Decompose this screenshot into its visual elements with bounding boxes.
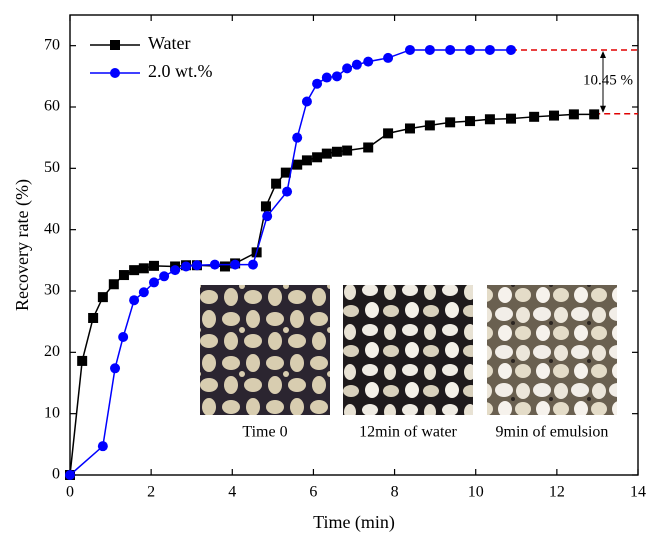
data-point — [170, 265, 181, 276]
y-axis-label: Recovery rate (%) — [12, 179, 33, 311]
data-point — [312, 152, 323, 163]
arrow-head — [600, 50, 606, 58]
data-point — [148, 277, 159, 288]
x-tick-label: 6 — [309, 484, 317, 501]
y-tick-label: 30 — [44, 282, 60, 299]
inset-caption: Time 0 — [242, 424, 287, 441]
insets: Time 0 12min of water 9min of emulsion — [200, 285, 617, 441]
y-tick-label: 0 — [52, 466, 60, 483]
data-point — [159, 271, 170, 282]
data-point — [129, 265, 140, 276]
data-point — [445, 117, 456, 128]
annotation: 10.45 % — [583, 72, 633, 88]
data-point — [321, 72, 332, 83]
data-point — [262, 211, 273, 222]
legend-label: Water — [148, 33, 191, 53]
inset-image — [200, 285, 330, 415]
legend-marker — [110, 68, 120, 78]
data-point — [363, 142, 374, 153]
x-axis-label: Time (min) — [313, 512, 395, 533]
data-point — [342, 145, 353, 156]
data-point — [292, 159, 303, 170]
data-point — [568, 109, 579, 120]
data-point — [148, 260, 159, 271]
x-tick-label: 10 — [468, 484, 484, 501]
data-point — [301, 96, 312, 107]
data-point — [191, 260, 202, 271]
data-point — [424, 44, 435, 55]
y-tick-label: 70 — [44, 36, 60, 53]
arrow-head — [600, 105, 606, 113]
inset-caption: 9min of emulsion — [496, 424, 609, 441]
data-point — [529, 111, 540, 122]
x-tick-label: 14 — [630, 484, 646, 501]
y-tick-label: 10 — [44, 404, 60, 421]
data-point — [506, 113, 517, 124]
data-point — [97, 441, 108, 452]
data-point — [383, 128, 394, 139]
data-point — [331, 146, 342, 157]
data-point — [219, 261, 230, 272]
data-point — [484, 44, 495, 55]
data-point — [181, 261, 192, 272]
data-point — [465, 116, 476, 127]
data-point — [260, 201, 271, 212]
data-point — [77, 355, 88, 366]
data-point — [342, 63, 353, 74]
data-point — [549, 110, 560, 121]
data-point — [280, 167, 291, 178]
data-point — [129, 295, 140, 306]
x-tick-label: 0 — [66, 484, 74, 501]
x-tick-label: 8 — [391, 484, 399, 501]
data-point — [118, 270, 129, 281]
data-point — [312, 78, 323, 89]
data-point — [331, 71, 342, 82]
data-point — [209, 259, 220, 270]
data-point — [589, 109, 600, 120]
data-point — [484, 114, 495, 125]
data-point — [301, 155, 312, 166]
inset-caption: 12min of water — [359, 424, 457, 441]
data-point — [110, 363, 121, 374]
x-tick-label: 12 — [549, 484, 565, 501]
data-point — [465, 44, 476, 55]
data-point — [118, 332, 129, 342]
data-point — [282, 186, 293, 197]
data-point — [138, 263, 149, 274]
data-point — [363, 56, 374, 67]
y-tick-label: 20 — [44, 343, 60, 360]
data-point — [351, 59, 362, 70]
data-point — [424, 120, 435, 131]
y-tick-label: 40 — [44, 220, 60, 237]
data-point — [292, 132, 303, 143]
y-tick-label: 50 — [44, 159, 60, 176]
data-point — [247, 259, 258, 270]
data-point — [88, 312, 99, 323]
inset-image — [487, 285, 617, 415]
data-point — [404, 44, 415, 55]
legend-label: 2.0 wt.% — [148, 61, 213, 81]
data-point — [97, 292, 108, 303]
plot-frame — [69, 14, 639, 476]
data-point — [321, 148, 332, 159]
data-point — [65, 470, 75, 480]
data-point — [383, 52, 394, 63]
legend-marker — [110, 40, 120, 50]
x-tick-label: 4 — [228, 484, 236, 501]
inset-image — [343, 285, 473, 415]
data-point — [271, 178, 282, 189]
y-tick-label: 60 — [44, 98, 60, 115]
data-point — [138, 287, 149, 298]
data-point — [506, 44, 517, 55]
data-point — [108, 279, 119, 290]
data-point — [230, 259, 241, 270]
data-point — [445, 44, 456, 55]
x-tick-label: 2 — [147, 484, 155, 501]
data-point — [404, 123, 415, 134]
